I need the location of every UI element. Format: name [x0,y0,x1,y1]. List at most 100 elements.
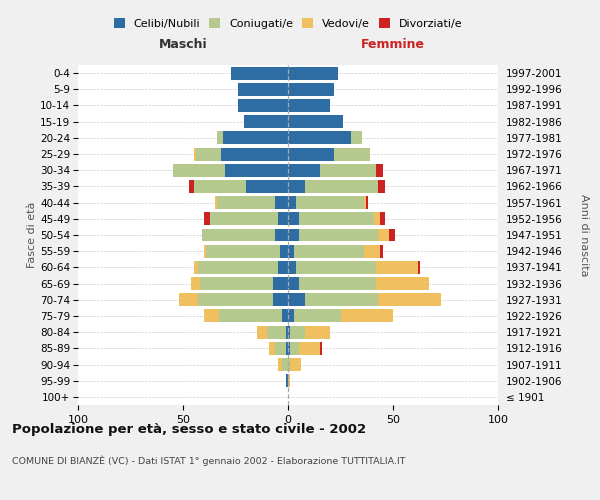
Bar [288,212,299,226]
Bar [379,294,442,306]
Bar [288,244,295,258]
Y-axis label: Fasce di età: Fasce di età [28,202,37,268]
Bar [305,326,330,338]
Bar [193,148,196,160]
Bar [204,310,218,322]
Bar [217,132,223,144]
Bar [275,228,288,241]
Bar [238,99,288,112]
Bar [198,261,277,274]
Text: Femmine: Femmine [361,38,425,52]
Bar [288,374,290,387]
Bar [374,212,380,226]
Bar [286,374,288,387]
Bar [286,342,288,355]
Bar [277,358,282,371]
Bar [288,196,296,209]
Bar [299,212,374,226]
Bar [376,164,383,176]
Text: Maschi: Maschi [158,38,208,52]
Bar [295,244,364,258]
Bar [204,244,206,258]
Bar [191,277,200,290]
Bar [288,99,330,112]
Bar [288,310,295,322]
Bar [290,326,305,338]
Bar [244,115,288,128]
Bar [204,212,210,226]
Bar [288,228,299,241]
Bar [380,212,385,226]
Bar [238,83,288,96]
Bar [193,261,198,274]
Bar [351,132,361,144]
Bar [286,326,288,338]
Bar [269,342,275,355]
Bar [288,164,320,176]
Bar [418,261,421,274]
Bar [274,294,288,306]
Bar [215,196,217,209]
Bar [379,228,389,241]
Bar [288,115,343,128]
Bar [299,277,376,290]
Bar [274,277,288,290]
Bar [364,196,366,209]
Bar [320,164,376,176]
Bar [198,294,274,306]
Bar [217,196,275,209]
Bar [290,358,301,371]
Bar [288,83,334,96]
Bar [366,196,368,209]
Bar [288,277,299,290]
Bar [275,342,286,355]
Bar [200,277,274,290]
Bar [246,180,288,193]
Bar [364,244,380,258]
Bar [193,180,246,193]
Bar [288,326,290,338]
Bar [288,180,305,193]
Bar [376,261,418,274]
Bar [277,261,288,274]
Bar [206,244,280,258]
Bar [179,294,198,306]
Bar [275,196,288,209]
Bar [288,342,290,355]
Bar [288,148,334,160]
Bar [288,358,290,371]
Bar [290,342,299,355]
Bar [305,180,379,193]
Bar [295,310,341,322]
Bar [379,180,385,193]
Bar [341,310,393,322]
Bar [299,342,320,355]
Bar [218,310,282,322]
Bar [296,196,364,209]
Bar [380,244,383,258]
Bar [267,326,286,338]
Bar [232,66,288,80]
Bar [296,261,376,274]
Bar [288,261,296,274]
Bar [320,342,322,355]
Bar [282,358,288,371]
Bar [288,132,351,144]
Bar [288,294,305,306]
Bar [190,180,193,193]
Bar [334,148,370,160]
Bar [210,212,277,226]
Bar [223,132,288,144]
Legend: Celibi/Nubili, Coniugati/e, Vedovi/e, Divorziati/e: Celibi/Nubili, Coniugati/e, Vedovi/e, Di… [112,16,464,32]
Bar [277,212,288,226]
Bar [376,277,429,290]
Bar [221,148,288,160]
Bar [225,164,288,176]
Bar [389,228,395,241]
Bar [257,326,267,338]
Bar [288,66,338,80]
Bar [173,164,225,176]
Text: Popolazione per età, sesso e stato civile - 2002: Popolazione per età, sesso e stato civil… [12,422,366,436]
Text: COMUNE DI BIANZÈ (VC) - Dati ISTAT 1° gennaio 2002 - Elaborazione TUTTITALIA.IT: COMUNE DI BIANZÈ (VC) - Dati ISTAT 1° ge… [12,455,406,466]
Bar [202,228,275,241]
